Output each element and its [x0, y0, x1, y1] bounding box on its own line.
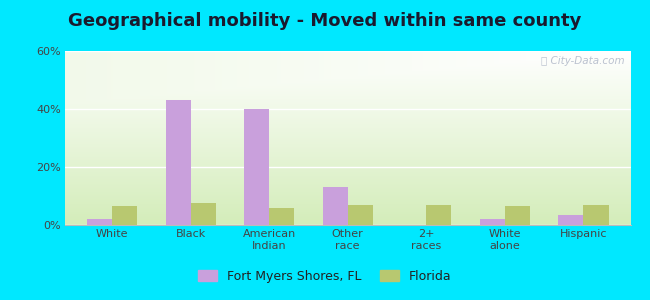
Bar [166, 100, 190, 225]
Bar [112, 206, 137, 225]
Bar [584, 205, 608, 225]
Bar [322, 187, 348, 225]
Bar [190, 203, 216, 225]
Bar [505, 206, 530, 225]
Bar [87, 219, 112, 225]
Text: Geographical mobility - Moved within same county: Geographical mobility - Moved within sam… [68, 12, 582, 30]
Bar [269, 208, 294, 225]
Bar [426, 205, 452, 225]
Legend: Fort Myers Shores, FL, Florida: Fort Myers Shores, FL, Florida [193, 265, 457, 288]
Bar [348, 205, 373, 225]
Bar [480, 219, 505, 225]
Bar [244, 109, 269, 225]
Bar [558, 215, 584, 225]
Text: ⓘ City-Data.com: ⓘ City-Data.com [541, 56, 625, 66]
